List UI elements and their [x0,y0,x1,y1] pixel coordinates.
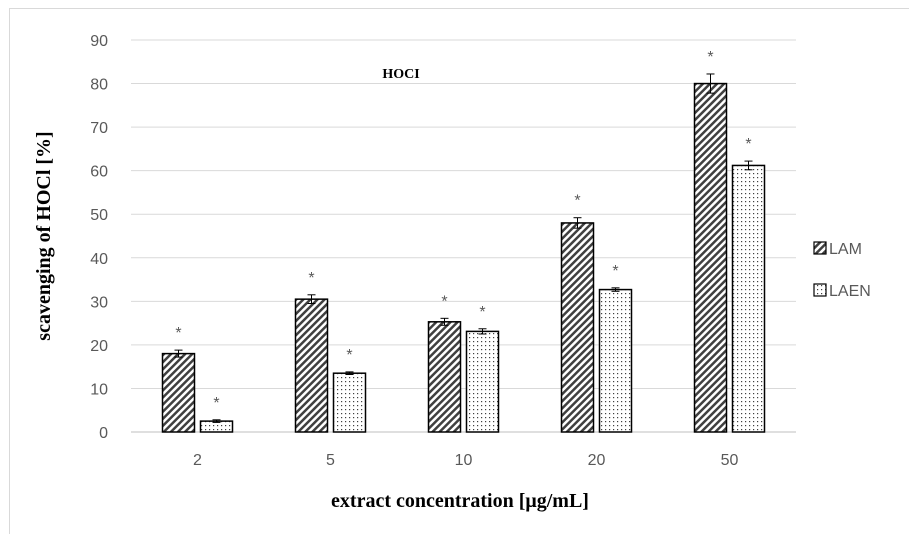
legend-label-lam: LAM [829,241,862,258]
y-tick-label: 20 [90,338,108,355]
legend-swatch-laen [813,283,827,297]
significance-marker: * [479,304,485,321]
chart-frame [9,8,909,534]
legend: LAM LAEN [813,241,871,300]
y-tick-label: 60 [90,164,108,181]
x-tick-label: 10 [455,452,473,469]
gridlines [131,39,796,433]
bar-lam [427,321,462,433]
bar-lam [294,298,329,433]
significance-marker: * [346,347,352,364]
y-tick-label: 80 [90,77,108,94]
bar-lam [560,222,595,433]
significance-marker: * [441,293,447,310]
bar-laen [465,330,500,433]
legend-label-laen: LAEN [829,283,871,300]
y-tick-label: 50 [90,207,108,224]
bar-laen [332,372,367,433]
x-tick-label: 20 [588,452,606,469]
significance-marker: * [574,193,580,210]
y-tick-label: 40 [90,251,108,268]
x-axis-title: extract concentration [μg/mL] [331,490,589,512]
x-tick-label: 50 [721,452,739,469]
significance-marker: * [213,395,219,412]
x-tick-label: 2 [193,452,202,469]
y-tick-label: 10 [90,381,108,398]
x-tick-label: 5 [326,452,335,469]
legend-swatch-lam [813,241,827,255]
y-tick-label: 70 [90,120,108,137]
significance-marker: * [745,136,751,153]
y-tick-label: 30 [90,294,108,311]
y-axis-title: scavenging of HOCl [%] [33,131,55,340]
significance-marker: * [175,325,181,342]
y-tick-label: 0 [99,425,108,442]
tick-labels: 0 10 20 30 40 50 60 70 80 90 2 5 10 20 50 [90,33,738,469]
bar-laen [731,164,766,433]
bar-lam [161,352,196,433]
chart-title: HOCI [382,67,419,82]
bar-laen [598,288,633,433]
significance-marker: * [612,263,618,280]
significance-marker: * [707,49,713,66]
significance-marker: * [308,270,314,287]
bars-layer: * * * * * * * * * * [161,49,766,433]
bar-lam [693,82,728,433]
y-tick-label: 90 [90,33,108,50]
